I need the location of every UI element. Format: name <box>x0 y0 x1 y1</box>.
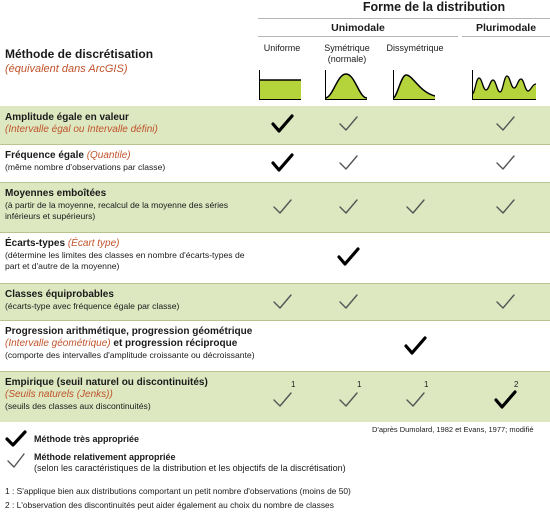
footnote-ref: 1 <box>424 380 429 389</box>
row-arcgis: (Quantile) <box>86 150 131 161</box>
footnote-ref: 1 <box>291 380 296 389</box>
light-check-icon <box>339 392 358 407</box>
light-check-icon <box>339 294 358 309</box>
unimodale-underline <box>258 36 458 37</box>
light-check-icon <box>339 155 358 170</box>
col-dissymetrique: Dissymétrique <box>386 43 444 53</box>
strong-check-icon <box>5 430 27 447</box>
row-divider <box>0 232 550 233</box>
row-title: Fréquence égale <box>5 150 87 161</box>
footnote-1: 1 : S'applique bien aux distributions co… <box>5 486 351 496</box>
unimodale-label: Unimodale <box>331 22 385 34</box>
row-empirique-text: Empirique (seuil naturel ou discontinuit… <box>5 377 250 412</box>
light-check-icon <box>406 199 425 214</box>
light-check-icon <box>339 116 358 131</box>
row-title: Empirique (seuil naturel ou discontinuit… <box>5 377 208 388</box>
symmetric-distribution-icon <box>325 70 367 100</box>
strong-check-icon <box>404 336 427 355</box>
row-progression-text: Progression arithmétique, progression gé… <box>5 326 265 361</box>
strong-check-icon <box>494 390 517 409</box>
method-header: Méthode de discrétisation (équivalent da… <box>5 47 245 75</box>
plurimodale-label: Plurimodale <box>475 22 537 34</box>
strong-check-icon <box>271 114 294 133</box>
light-check-icon <box>339 199 358 214</box>
legend-light-desc: (selon les caractéristiques de la distri… <box>34 463 346 473</box>
row-desc: (même nombre d'observations par classe) <box>5 162 166 172</box>
legend-light-label: Méthode relativement appropriée <box>34 452 176 462</box>
legend-strong: Méthode très appropriée <box>34 434 139 445</box>
method-title: Méthode de discrétisation <box>5 47 154 61</box>
row-ecarts-text: Écarts-types (Écart type) (détermine les… <box>5 238 250 272</box>
row-equiprobables-text: Classes équiprobables (écarts-type avec … <box>5 289 250 312</box>
footnote-ref: 2 <box>514 380 519 389</box>
col-symetrique-sub: (normale) <box>327 54 367 64</box>
row-divider <box>0 182 550 183</box>
light-check-icon <box>7 453 25 468</box>
row-desc: (détermine les limites des classes en no… <box>5 250 245 271</box>
row-arcgis: (Intervalle géométrique) <box>5 338 111 349</box>
legend-light: Méthode relativement appropriée (selon l… <box>34 452 346 474</box>
row-amplitude-text: Amplitude égale en valeur (Intervalle ég… <box>5 112 250 136</box>
light-check-icon <box>273 294 292 309</box>
row-desc: (seuils des classes aux discontinuités) <box>5 401 151 411</box>
method-subtitle: (équivalent dans ArcGIS) <box>5 63 128 75</box>
table-row-equiprobables: Classes équiprobables (écarts-type avec … <box>0 284 550 320</box>
distribution-title: Forme de la distribution <box>362 0 506 14</box>
row-title-after: et progression réciproque <box>110 338 238 349</box>
light-check-icon <box>273 392 292 407</box>
row-arcgis: (Écart type) <box>67 238 120 249</box>
col-uniforme: Uniforme <box>263 43 301 53</box>
col-symetrique-label: Symétrique <box>324 43 370 53</box>
table-row-amplitude: Amplitude égale en valeur (Intervalle ég… <box>0 106 550 144</box>
light-check-icon <box>496 116 515 131</box>
col-symetrique: Symétrique (normale) <box>316 43 378 65</box>
light-check-icon <box>496 199 515 214</box>
footnote-2: 2 : L'observation des discontinuités peu… <box>5 500 334 510</box>
row-divider <box>0 371 550 372</box>
table-row-empirique: Empirique (seuil naturel ou discontinuit… <box>0 372 550 422</box>
table-row-progression: Progression arithmétique, progression gé… <box>0 321 550 371</box>
row-title: Progression arithmétique, progression gé… <box>5 326 253 337</box>
strong-check-icon <box>271 153 294 172</box>
row-title: Amplitude égale en valeur <box>5 112 129 123</box>
row-desc: (à partir de la moyenne, recalcul de la … <box>5 200 229 221</box>
row-title: Classes équiprobables <box>5 289 114 300</box>
row-arcgis: (Seuils naturels (Jenks)) <box>5 389 113 400</box>
light-check-icon <box>406 392 425 407</box>
light-check-icon <box>496 155 515 170</box>
row-divider <box>0 144 550 145</box>
row-desc: (comporte des intervalles d'amplitude cr… <box>5 350 255 360</box>
credit-text: D'après Dumolard, 1982 et Evans, 1977; m… <box>372 425 534 434</box>
light-check-icon <box>273 199 292 214</box>
light-check-icon <box>496 294 515 309</box>
row-frequence-text: Fréquence égale (Quantile) (même nombre … <box>5 150 250 173</box>
header-divider <box>258 18 550 19</box>
row-title: Moyennes emboîtées <box>5 188 107 199</box>
plurimodale-underline <box>462 36 550 37</box>
strong-check-icon <box>337 247 360 266</box>
row-moyennes-text: Moyennes emboîtées (à partir de la moyen… <box>5 188 250 222</box>
legend-strong-label: Méthode très appropriée <box>34 434 140 444</box>
uniform-distribution-icon <box>259 70 301 100</box>
multimodal-distribution-icon <box>472 70 536 100</box>
row-divider <box>0 320 550 321</box>
footnote-ref: 1 <box>357 380 362 389</box>
row-desc: (écarts-type avec fréquence égale par cl… <box>5 301 180 311</box>
row-title: Écarts-types <box>5 238 68 249</box>
row-arcgis: (Intervalle égal ou Intervalle défini) <box>5 124 158 135</box>
row-divider <box>0 283 550 284</box>
asymmetric-distribution-icon <box>393 70 435 100</box>
table-row-ecarts: Écarts-types (Écart type) (détermine les… <box>0 233 550 283</box>
